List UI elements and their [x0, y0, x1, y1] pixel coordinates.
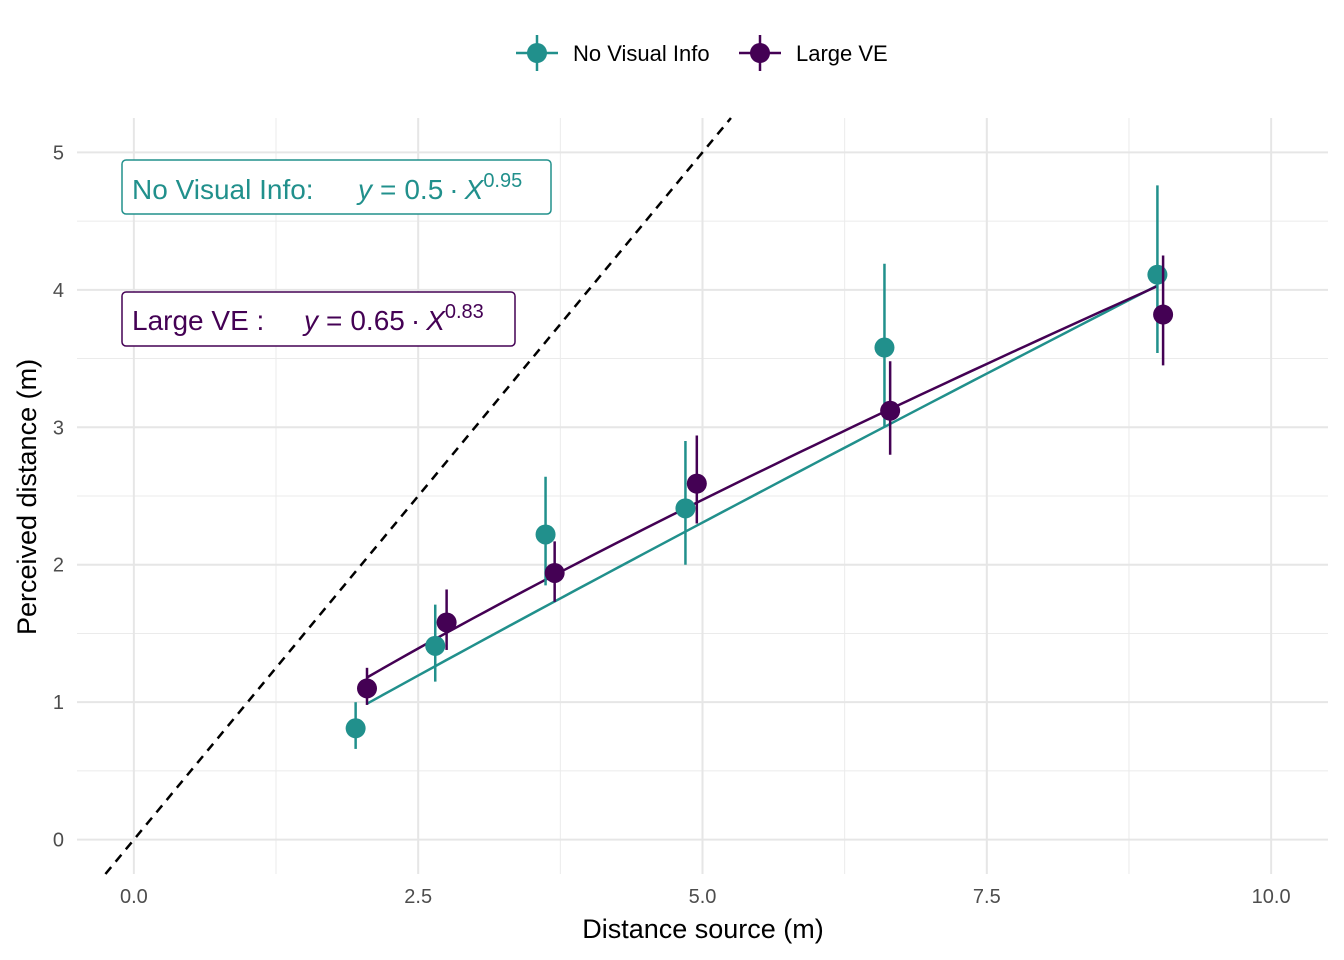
point-marker [686, 473, 707, 494]
annotation-equals: = [380, 174, 396, 205]
annotation-label: No Visual Info: [132, 174, 314, 205]
point-marker [535, 524, 556, 545]
point-marker [1153, 304, 1174, 325]
legend-item-large-ve: Large VE [739, 35, 888, 71]
y-tick-label: 3 [53, 417, 64, 439]
identity-reference-line [104, 117, 732, 875]
y-tick-label: 1 [53, 692, 64, 714]
data-point-no-visual-info [535, 476, 556, 586]
legend-key-dot [527, 43, 547, 63]
legend-label-large-ve: Large VE [796, 41, 888, 66]
grid [77, 118, 1328, 874]
y-tick-label: 4 [53, 280, 64, 302]
point-marker [1147, 264, 1168, 285]
data-point-large-ve [880, 361, 901, 455]
point-marker [436, 612, 457, 633]
x-tick-label: 2.5 [404, 886, 432, 908]
annotation-coef: 0.65 [350, 305, 405, 336]
data-point-no-visual-info [345, 702, 366, 749]
legend-label-no-visual-info: No Visual Info [573, 41, 710, 66]
x-tick-label: 5.0 [689, 886, 717, 908]
annotation-x-symbol: X [425, 305, 446, 336]
point-marker [357, 678, 378, 699]
annotation-dot: · [411, 305, 420, 336]
fit-lines [366, 284, 1158, 705]
data-point-large-ve [686, 435, 707, 524]
point-marker [675, 498, 696, 519]
y-axis-title: Perceived distance (m) [12, 359, 42, 635]
y-tick-label: 0 [53, 830, 64, 852]
data-point-no-visual-info [425, 604, 446, 682]
point-marker [544, 562, 565, 583]
x-axis-title: Distance source (m) [582, 914, 824, 944]
point-marker [345, 718, 366, 739]
annotation-no-visual-info: No Visual Info: y = 0.5 · X0.95 [121, 159, 552, 215]
legend-key-dot [750, 43, 770, 63]
annotation-exponent: 0.95 [483, 170, 522, 192]
annotation-label: Large VE : [132, 305, 264, 336]
y-tick-label: 5 [53, 142, 64, 164]
annotation-x-symbol: X [464, 174, 485, 205]
annotation-y-symbol: y [302, 305, 320, 336]
annotation-box-large-ve [121, 291, 516, 347]
y-tick-label: 2 [53, 555, 64, 577]
annotation-large-ve: Large VE : y = 0.65 · X0.83 [121, 291, 516, 347]
point-marker [425, 635, 446, 656]
x-tick-label: 10.0 [1252, 886, 1291, 908]
fit-line-large-ve [366, 285, 1158, 679]
annotation-coef: 0.5 [404, 174, 443, 205]
x-tick-label: 0.0 [120, 886, 148, 908]
x-tick-label: 7.5 [973, 886, 1001, 908]
annotation-text-large-ve: Large VE : y = 0.65 · X0.83 [132, 301, 484, 336]
data-points [345, 185, 1174, 749]
data-point-large-ve [436, 589, 457, 650]
annotation-y-symbol: y [356, 174, 374, 205]
annotation-dot: · [449, 174, 458, 205]
data-point-no-visual-info [874, 263, 895, 428]
data-point-large-ve [357, 667, 378, 705]
fit-line-no-visual-info [366, 284, 1158, 705]
annotation-exponent: 0.83 [445, 301, 484, 323]
point-marker [874, 337, 895, 358]
annotation-text-no-visual-info: No Visual Info: y = 0.5 · X0.95 [132, 170, 522, 205]
data-point-large-ve [1153, 255, 1174, 366]
point-marker [880, 400, 901, 421]
annotation-box-no-visual-info [121, 159, 552, 215]
annotation-equals: = [326, 305, 342, 336]
legend-item-no-visual-info: No Visual Info [516, 35, 710, 71]
data-point-no-visual-info [675, 441, 696, 565]
axis-tick-labels: 0.0 2.5 5.0 7.5 10.0 0 1 2 3 4 5 [53, 142, 1291, 908]
data-point-large-ve [544, 541, 565, 602]
reference-line-layer [104, 117, 732, 875]
legend: No Visual Info Large VE [516, 35, 888, 71]
